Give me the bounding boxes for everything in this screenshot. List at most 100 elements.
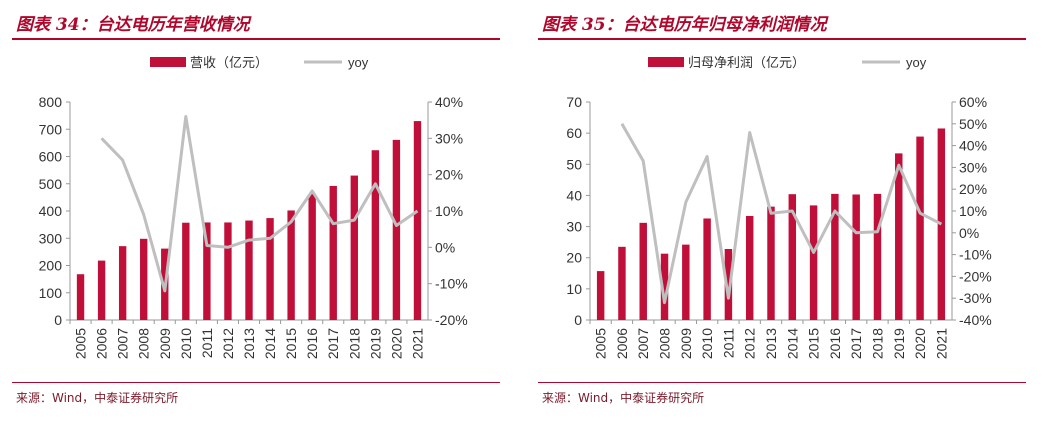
bar xyxy=(895,153,903,320)
left-tick-label: 300 xyxy=(39,230,63,246)
x-tick-label: 2014 xyxy=(262,328,278,359)
x-tick-label: 2014 xyxy=(784,328,800,359)
x-tick-label: 2011 xyxy=(199,328,215,358)
x-tick-label: 2019 xyxy=(891,328,907,359)
title-rule xyxy=(12,38,500,40)
right-tick-label: 0% xyxy=(435,239,455,255)
right-tick-label: 40% xyxy=(435,94,463,110)
x-tick-label: 2020 xyxy=(388,328,404,359)
bar xyxy=(596,271,605,320)
bar xyxy=(916,136,924,320)
legend: 归母净利润（亿元） yoy xyxy=(648,55,927,70)
left-tick-label: 50 xyxy=(566,156,582,172)
bar xyxy=(873,193,882,320)
x-tick-label: 2019 xyxy=(367,328,383,359)
left-tick-label: 10 xyxy=(566,281,582,297)
x-tick-label: 2008 xyxy=(136,328,152,359)
bar xyxy=(224,222,232,320)
bar xyxy=(203,222,211,320)
x-tick-label: 2007 xyxy=(635,328,651,359)
right-tick-label: 30% xyxy=(435,130,463,146)
bar xyxy=(350,175,358,320)
bar xyxy=(287,210,295,320)
x-tick-label: 2017 xyxy=(848,328,864,359)
bar xyxy=(724,248,733,320)
bar xyxy=(413,121,422,320)
x-tick-label: 2012 xyxy=(220,328,236,359)
x-tick-label: 2009 xyxy=(157,328,173,359)
bar xyxy=(639,222,647,320)
left-tick-label: 600 xyxy=(39,149,63,165)
right-tick-label: 10% xyxy=(435,203,463,219)
x-tick-label: 2009 xyxy=(678,328,694,359)
yoy-line xyxy=(100,115,419,293)
net-profit-chart: 归母净利润（亿元） yoy 0 10 20 30 40 50 60 70 -40% -30% -20% -… xyxy=(566,55,992,359)
bar xyxy=(76,274,85,320)
x-tick-label: 2015 xyxy=(283,328,299,359)
right-tick-label: 60% xyxy=(959,94,987,110)
x-tick-label: 2016 xyxy=(304,328,320,359)
legend-line-label: yoy xyxy=(906,55,927,70)
right-tick-label: -30% xyxy=(959,290,992,306)
left-tick-label: 70 xyxy=(566,94,582,110)
right-tick-label: 20% xyxy=(435,167,463,183)
source-note: 来源：Wind，中泰证券研究所 xyxy=(16,391,179,405)
bar xyxy=(852,194,860,320)
left-tick-label: 800 xyxy=(39,94,63,110)
right-tick-label: -10% xyxy=(435,276,468,292)
right-tick-label: 30% xyxy=(959,159,987,175)
legend-bar-label: 营收（亿元） xyxy=(190,55,268,70)
right-tick-label: 40% xyxy=(959,138,987,154)
title-rule xyxy=(538,38,1026,40)
x-tick-label: 2020 xyxy=(912,328,928,359)
bar xyxy=(371,150,380,320)
left-tick-label: 0 xyxy=(54,312,62,328)
x-tick-label: 2006 xyxy=(94,328,110,359)
source-rule xyxy=(12,382,500,383)
x-tick-label: 2018 xyxy=(346,328,362,359)
bar xyxy=(266,218,274,320)
right-tick-label: -20% xyxy=(435,312,468,328)
left-tick-label: 20 xyxy=(566,250,582,266)
bar xyxy=(660,253,669,320)
bar xyxy=(140,238,148,320)
x-tick-label: 2008 xyxy=(657,328,673,359)
legend-bar-label: 归母净利润（亿元） xyxy=(688,55,805,70)
left-tick-label: 60 xyxy=(566,125,582,141)
source-note: 来源：Wind，中泰证券研究所 xyxy=(542,391,705,405)
bar xyxy=(682,244,690,320)
x-tick-label: 2010 xyxy=(699,328,715,359)
x-tick-label: 2011 xyxy=(720,328,736,358)
figure-title: 图表 35：台达电历年归母净利润情况 xyxy=(542,15,827,35)
left-tick-label: 0 xyxy=(574,312,582,328)
left-tick-label: 400 xyxy=(39,203,63,219)
left-tick-label: 30 xyxy=(566,219,582,235)
left-tick-label: 100 xyxy=(39,285,63,301)
right-tick-label: 0% xyxy=(959,225,979,241)
x-tick-label: 2013 xyxy=(241,328,257,359)
bar xyxy=(788,194,797,320)
x-tick-label: 2012 xyxy=(742,328,758,359)
left-tick-label: 40 xyxy=(566,187,582,203)
bar xyxy=(703,218,711,320)
x-tick-label: 2013 xyxy=(763,328,779,359)
chart-panel-net-profit: 图表 35：台达电历年归母净利润情况 归母净利润（亿元） yoy 0 10 20 30 40… xyxy=(538,0,1038,421)
x-tick-label: 2021 xyxy=(933,328,949,359)
bar xyxy=(809,205,818,320)
bar xyxy=(329,185,337,320)
bar xyxy=(118,246,127,320)
x-tick-label: 2005 xyxy=(73,328,89,359)
legend-bar-swatch xyxy=(150,57,186,67)
bar xyxy=(831,193,839,320)
x-tick-label: 2021 xyxy=(409,328,425,359)
right-tick-label: -20% xyxy=(959,268,992,284)
x-tick-label: 2005 xyxy=(593,328,609,359)
figure-title: 图表 34：台达电历年营收情况 xyxy=(16,15,250,35)
x-tick-label: 2007 xyxy=(115,328,131,359)
bar xyxy=(767,206,775,320)
yoy-line xyxy=(620,123,943,305)
x-tick-label: 2015 xyxy=(806,328,822,359)
bar xyxy=(618,246,626,320)
right-tick-label: 10% xyxy=(959,203,987,219)
bar xyxy=(182,222,190,320)
